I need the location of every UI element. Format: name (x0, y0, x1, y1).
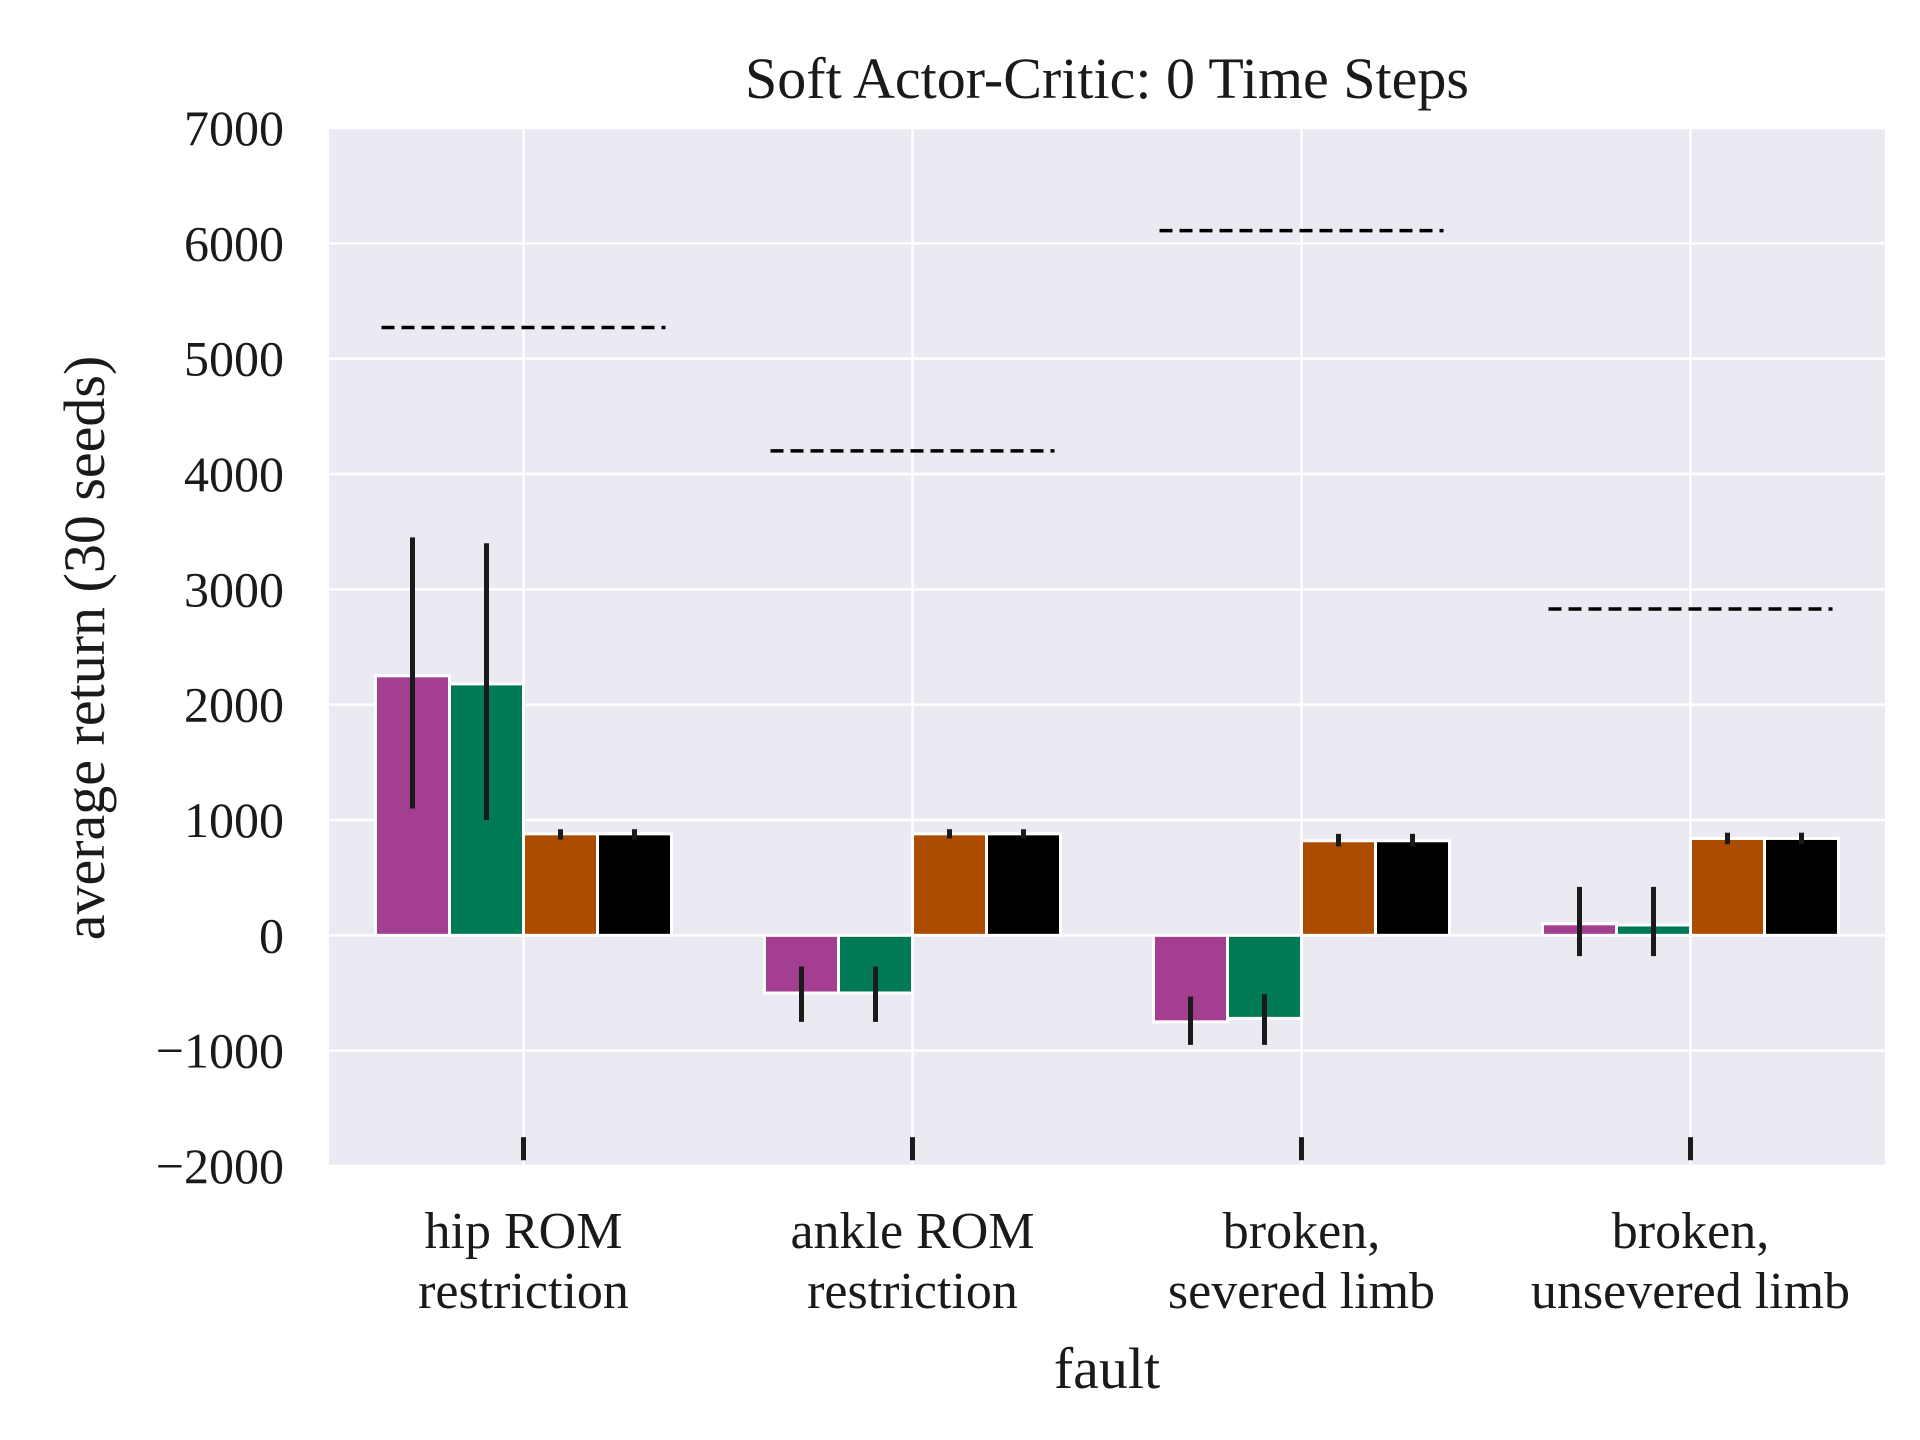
x-tick-label-line: restriction (418, 1263, 629, 1320)
y-axis-label: average return (30 seeds) (52, 356, 117, 941)
y-tick-labels: −2000 −1000 0 1000 2000 3000 4000 5000 6000 7000 (156, 100, 284, 1194)
x-axis-label: fault (1054, 1336, 1160, 1401)
y-tick-label: −2000 (156, 1138, 284, 1194)
bar (1763, 836, 1840, 937)
x-tick-label-line: ankle ROM (790, 1203, 1034, 1260)
bar (1374, 839, 1451, 937)
x-tick-label-line: broken, (1223, 1203, 1380, 1260)
bar (1689, 836, 1766, 937)
x-tick-label: broken, severed limb (1168, 1203, 1435, 1320)
x-tick-label-line: broken, (1612, 1203, 1769, 1260)
bar (985, 832, 1062, 937)
y-tick-label: 3000 (184, 561, 284, 617)
bar (911, 832, 988, 937)
chart-title: Soft Actor-Critic: 0 Time Steps (745, 46, 1469, 111)
y-tick-label: 4000 (184, 446, 284, 502)
y-tick-label: 6000 (184, 215, 284, 271)
bar (1300, 839, 1377, 937)
error-bars (410, 537, 1804, 1045)
y-tick-label: 2000 (184, 677, 284, 733)
y-tick-label: −1000 (156, 1023, 284, 1079)
x-tick-label: hip ROM restriction (418, 1203, 629, 1320)
x-tick-label: broken, unsevered limb (1531, 1203, 1850, 1320)
y-tick-label: 5000 (184, 331, 284, 387)
x-tick-label: ankle ROM restriction (790, 1203, 1034, 1320)
x-tick-label-line: severed limb (1168, 1263, 1435, 1320)
plot-area (329, 128, 1885, 1166)
y-tick-label: 7000 (184, 100, 284, 156)
x-tick-label-line: unsevered limb (1531, 1263, 1850, 1320)
bottom-markers (521, 1137, 1693, 1161)
y-tick-label: 1000 (184, 792, 284, 848)
bar (596, 832, 673, 937)
x-tick-label-line: restriction (807, 1263, 1018, 1320)
reference-lines (381, 228, 1833, 611)
x-tick-label-line: hip ROM (425, 1203, 623, 1260)
bar (522, 832, 599, 937)
y-tick-label: 0 (259, 907, 284, 963)
